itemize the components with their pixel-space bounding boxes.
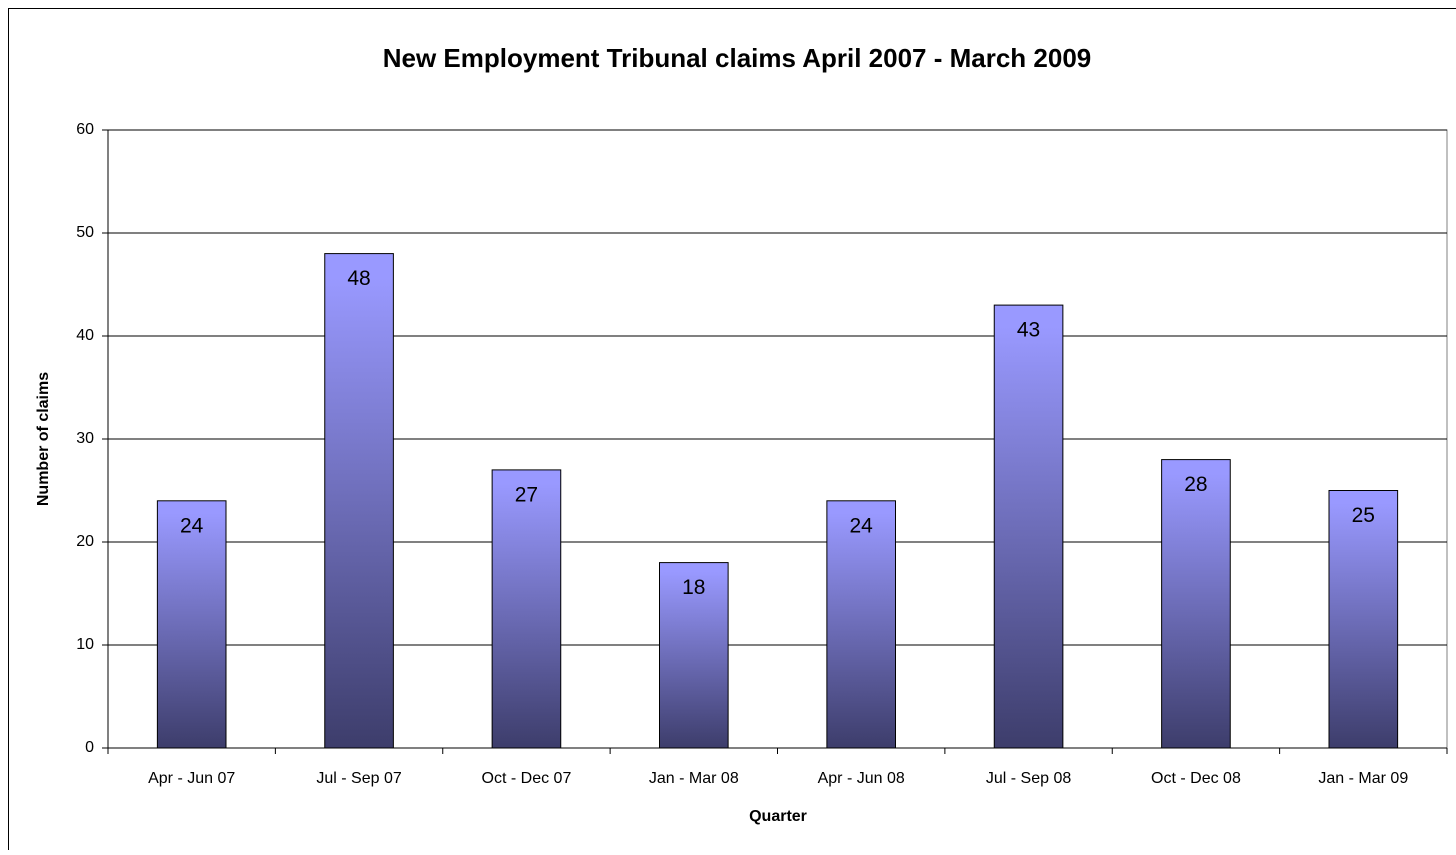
y-tick-label: 10 (76, 636, 94, 653)
x-tick-label: Oct - Dec 07 (482, 770, 572, 787)
y-tick-label: 50 (76, 224, 94, 241)
data-label: 48 (347, 267, 370, 290)
y-axis-title: Number of claims (35, 372, 52, 506)
x-tick-label: Jul - Sep 08 (986, 770, 1071, 787)
data-label: 27 (515, 483, 538, 506)
chart-title: New Employment Tribunal claims April 200… (383, 43, 1092, 73)
x-tick-label: Apr - Jun 08 (818, 770, 905, 787)
bar (325, 254, 394, 748)
bar (492, 470, 561, 748)
y-tick-label: 20 (76, 533, 94, 550)
y-tick-label: 30 (76, 430, 94, 447)
y-tick-label: 40 (76, 327, 94, 344)
data-label: 24 (180, 514, 204, 537)
data-label: 28 (1184, 473, 1207, 496)
x-tick-label: Apr - Jun 07 (148, 770, 235, 787)
bar (994, 305, 1063, 748)
y-tick-label: 0 (85, 739, 94, 756)
x-tick-label: Jan - Mar 08 (649, 770, 739, 787)
bar (827, 501, 896, 748)
y-tick-label: 60 (76, 121, 94, 138)
bar (1162, 460, 1231, 748)
data-label: 25 (1352, 504, 1375, 527)
data-label: 18 (682, 576, 705, 599)
data-label: 43 (1017, 319, 1040, 342)
bar (157, 501, 226, 748)
x-tick-label: Jan - Mar 09 (1318, 770, 1408, 787)
bar (1329, 491, 1398, 749)
x-tick-label: Oct - Dec 08 (1151, 770, 1241, 787)
x-tick-label: Jul - Sep 07 (316, 770, 401, 787)
data-label: 24 (850, 514, 874, 537)
x-axis-title: Quarter (749, 808, 807, 825)
